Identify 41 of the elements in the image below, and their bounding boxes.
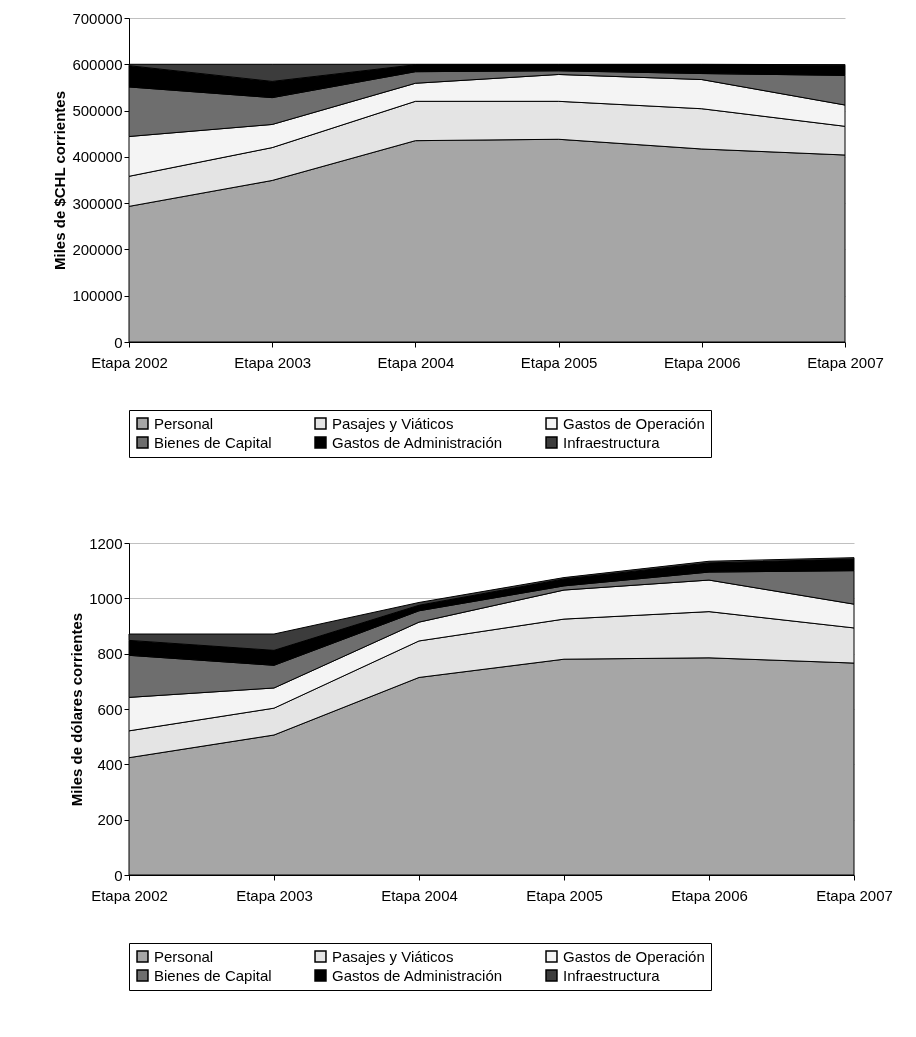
y-tick-label: 400 [97,755,123,773]
y-tick-label: 600 [97,700,123,718]
y-tick-label: 300000 [72,194,123,212]
x-tick-label: Etapa 2004 [377,353,455,371]
legend-label: Bienes de Capital [154,433,272,451]
x-tick-label: Etapa 2002 [91,886,168,904]
y-tick-label: 200 [97,811,123,829]
y-tick-label: 700000 [72,9,123,27]
legend-label: Bienes de Capital [154,966,272,984]
x-tick-label: Etapa 2006 [663,353,741,371]
y-tick-label: 1200 [89,534,123,552]
legend-label: Pasajes y Viáticos [332,947,454,965]
x-tick-label: Etapa 2007 [816,886,893,904]
legend-label: Gastos de Administración [332,433,503,451]
legend-label: Personal [154,414,214,432]
y-tick-label: 0 [114,333,123,351]
y-tick-label: 0 [114,866,123,884]
legend-label: Infraestructura [563,966,661,984]
x-tick-label: Etapa 2005 [526,886,603,904]
x-tick-label: Etapa 2004 [381,886,458,904]
x-tick-label: Etapa 2006 [671,886,748,904]
x-tick-label: Etapa 2002 [91,353,168,371]
legend-label: Infraestructura [563,433,661,451]
x-tick-label: Etapa 2005 [520,353,598,371]
y-tick-label: 1000 [89,589,123,607]
legend-label: Gastos de Operación [563,414,705,432]
y-axis-title: Miles de dólares corrientes [68,612,86,807]
legend-label: Gastos de Operación [563,947,705,965]
legend-label: Personal [154,947,214,965]
x-tick-label: Etapa 2007 [807,353,884,371]
y-tick-label: 500000 [72,102,123,120]
y-tick-label: 100000 [72,287,123,305]
y-tick-label: 400000 [72,148,123,166]
legend-label: Gastos de Administración [332,966,503,984]
x-tick-label: Etapa 2003 [234,353,312,371]
legend-label: Pasajes y Viáticos [332,414,454,432]
y-tick-label: 200000 [72,240,123,258]
y-axis-title: Miles de $CHL corrientes [51,91,69,270]
y-tick-label: 800 [97,645,123,663]
x-tick-label: Etapa 2003 [236,886,313,904]
y-tick-label: 600000 [72,55,123,73]
